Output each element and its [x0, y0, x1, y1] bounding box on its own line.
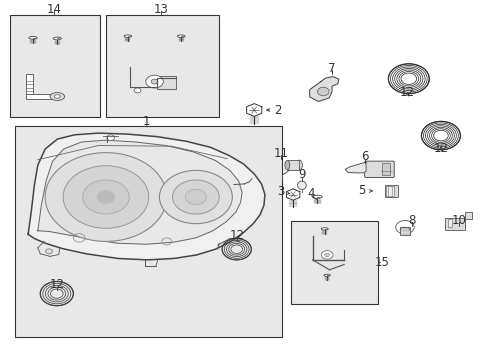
Text: 4: 4 — [307, 187, 315, 200]
Text: 6: 6 — [361, 150, 368, 163]
Circle shape — [321, 251, 332, 259]
Circle shape — [172, 180, 219, 214]
Circle shape — [324, 253, 329, 257]
Polygon shape — [28, 133, 264, 260]
Ellipse shape — [323, 274, 330, 276]
Text: 13: 13 — [153, 3, 168, 15]
Bar — [399, 227, 409, 235]
Text: 12: 12 — [49, 278, 64, 291]
Ellipse shape — [312, 195, 322, 198]
Text: 3: 3 — [277, 185, 284, 198]
Circle shape — [107, 135, 115, 140]
Bar — [381, 163, 389, 175]
Bar — [386, 186, 393, 196]
Bar — [445, 218, 464, 230]
Text: 1: 1 — [142, 115, 150, 128]
Text: 12: 12 — [399, 86, 414, 99]
Ellipse shape — [53, 37, 61, 40]
Bar — [26, 75, 33, 94]
FancyBboxPatch shape — [364, 161, 393, 177]
Circle shape — [134, 88, 141, 93]
Text: 7: 7 — [327, 62, 335, 75]
Ellipse shape — [124, 35, 131, 37]
Text: 11: 11 — [273, 147, 288, 160]
Bar — [447, 219, 451, 227]
Ellipse shape — [321, 228, 327, 230]
Ellipse shape — [177, 35, 184, 37]
Text: 12: 12 — [229, 229, 244, 242]
Bar — [10, 15, 100, 117]
Bar — [106, 15, 219, 117]
Polygon shape — [246, 104, 261, 116]
Bar — [26, 94, 55, 99]
Text: 2: 2 — [273, 104, 281, 117]
Circle shape — [63, 166, 148, 228]
Ellipse shape — [50, 93, 64, 100]
Ellipse shape — [29, 36, 37, 39]
Ellipse shape — [296, 160, 302, 170]
Text: 5: 5 — [358, 184, 365, 198]
Bar — [287, 160, 299, 170]
Polygon shape — [309, 77, 338, 102]
Bar — [157, 76, 176, 89]
Polygon shape — [38, 140, 242, 244]
Circle shape — [45, 249, 52, 254]
Bar — [464, 212, 471, 219]
Circle shape — [159, 170, 232, 224]
Ellipse shape — [297, 181, 305, 190]
Circle shape — [151, 79, 158, 84]
Text: 12: 12 — [433, 142, 448, 155]
Bar — [15, 126, 282, 337]
Text: 9: 9 — [298, 168, 305, 181]
Circle shape — [185, 189, 206, 205]
Ellipse shape — [285, 161, 289, 170]
Text: 10: 10 — [451, 213, 466, 226]
Circle shape — [317, 87, 328, 96]
Circle shape — [45, 153, 166, 242]
Polygon shape — [286, 189, 299, 200]
Bar — [290, 221, 377, 303]
Circle shape — [145, 75, 163, 88]
Ellipse shape — [395, 220, 413, 234]
Circle shape — [97, 191, 115, 203]
Circle shape — [82, 180, 129, 214]
Text: 15: 15 — [374, 256, 389, 269]
Bar — [384, 185, 397, 197]
Text: 8: 8 — [407, 213, 415, 226]
Text: 14: 14 — [46, 3, 61, 15]
Ellipse shape — [54, 95, 60, 98]
Polygon shape — [345, 162, 366, 173]
